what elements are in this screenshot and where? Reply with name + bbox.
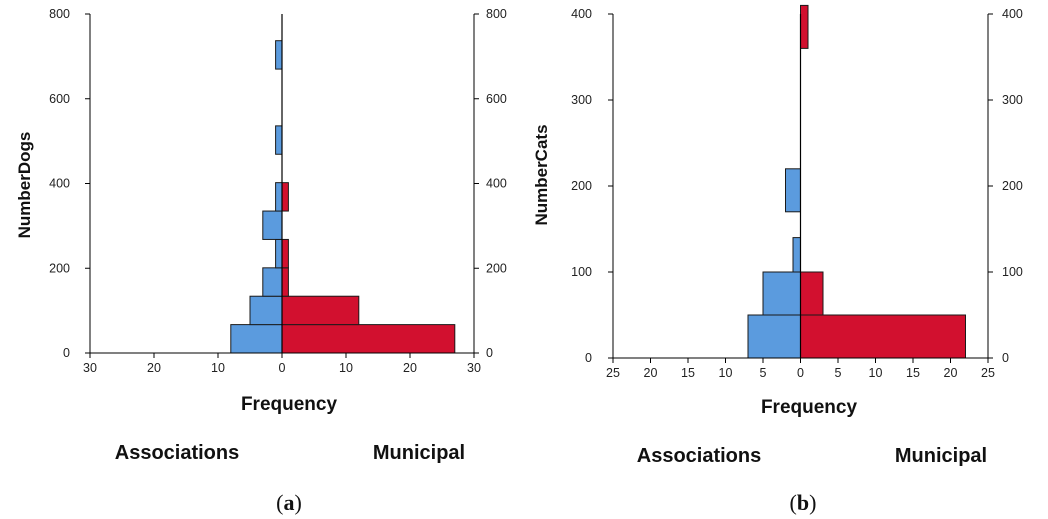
x-tick-label: 25	[981, 366, 995, 380]
y-tick-label-right: 0	[486, 346, 493, 360]
y-tick-label-right: 0	[1002, 351, 1009, 365]
bar-associations-1	[249, 295, 283, 326]
panel-label: (a)	[276, 490, 302, 515]
y-tick-label-left: 600	[49, 92, 70, 106]
bar-municipal-1	[800, 271, 824, 316]
y-tick-label-left: 300	[571, 93, 592, 107]
y-axis-title: NumberCats	[532, 124, 551, 225]
y-tick-label-right: 100	[1002, 265, 1023, 279]
axes: 0 0 100 100 200 200 300 300 400 400 25 20 15 10 5 0 5 10 1…	[571, 7, 1023, 380]
bar-associations-0	[747, 314, 801, 359]
y-tick-label-right: 400	[486, 177, 507, 191]
y-tick-label-right: 800	[486, 7, 507, 21]
bar-associations-0	[230, 324, 283, 354]
y-tick-label-right: 300	[1002, 93, 1023, 107]
bar-associations-2	[792, 237, 801, 273]
y-tick-label-left: 400	[571, 7, 592, 21]
panel-letter: a	[284, 490, 295, 515]
bar-associations-5	[275, 182, 283, 212]
y-tick-label-left: 100	[571, 265, 592, 279]
y-tick-label-left: 400	[49, 177, 70, 191]
bar-associations-3	[275, 238, 283, 269]
x-tick-label: 20	[944, 366, 958, 380]
bar-associations-2	[262, 267, 283, 297]
x-axis-title: Frequency	[761, 397, 858, 418]
x-tick-label: 20	[644, 366, 658, 380]
panel-letter: b	[797, 490, 809, 515]
bar-municipal-4	[281, 182, 289, 212]
y-tick-label-left: 200	[49, 261, 70, 275]
axes: 0 0 200 200 400 400 600 600 800 800 30 20 10 0 10 20 30	[49, 7, 507, 375]
x-tick-label: 5	[760, 366, 767, 380]
y-tick-label-right: 200	[1002, 179, 1023, 193]
x-axis-title: Frequency	[241, 394, 338, 415]
bar-associations-1	[762, 271, 801, 316]
bar-municipal-0	[281, 324, 456, 354]
y-tick-label-right: 400	[1002, 7, 1023, 21]
y-tick-label-right: 600	[486, 92, 507, 106]
group-label-right: Municipal	[895, 445, 987, 467]
panel-label: (b)	[790, 490, 817, 515]
x-tick-label: 25	[606, 366, 620, 380]
x-tick-label: 0	[797, 366, 804, 380]
bar-associations-4	[262, 210, 283, 240]
x-tick-label: 15	[681, 366, 695, 380]
y-tick-label-left: 800	[49, 7, 70, 21]
x-tick-label: 10	[339, 361, 353, 375]
y-tick-label-left: 0	[63, 346, 70, 360]
x-tick-label: 0	[279, 361, 286, 375]
panel-b: NumberCats Frequency Associations Munici…	[532, 4, 1023, 515]
x-tick-label: 20	[403, 361, 417, 375]
y-tick-label-left: 200	[571, 179, 592, 193]
bar-associations-7	[275, 40, 283, 70]
y-axis-title: NumberDogs	[15, 132, 34, 239]
bar-municipal-1	[281, 295, 360, 326]
x-tick-label: 30	[83, 361, 97, 375]
group-label-left: Associations	[637, 445, 761, 467]
x-tick-label: 20	[147, 361, 161, 375]
y-tick-label-left: 0	[585, 351, 592, 365]
x-tick-label: 10	[719, 366, 733, 380]
group-label-left: Associations	[115, 442, 239, 464]
x-tick-label: 30	[467, 361, 481, 375]
bar-municipal-0	[800, 314, 966, 359]
x-tick-label: 15	[906, 366, 920, 380]
bars	[230, 40, 456, 354]
bar-municipal-2	[281, 267, 289, 297]
y-tick-label-right: 200	[486, 261, 507, 275]
bar-associations-3	[785, 168, 801, 213]
x-tick-label: 5	[835, 366, 842, 380]
group-label-right: Municipal	[373, 442, 465, 464]
x-tick-label: 10	[869, 366, 883, 380]
bars	[747, 4, 966, 359]
bar-municipal-2	[800, 4, 809, 49]
x-tick-label: 10	[211, 361, 225, 375]
bar-associations-6	[275, 125, 283, 155]
panel-a: NumberDogs Frequency Associations Munici…	[15, 7, 507, 515]
bar-municipal-3	[281, 238, 289, 269]
